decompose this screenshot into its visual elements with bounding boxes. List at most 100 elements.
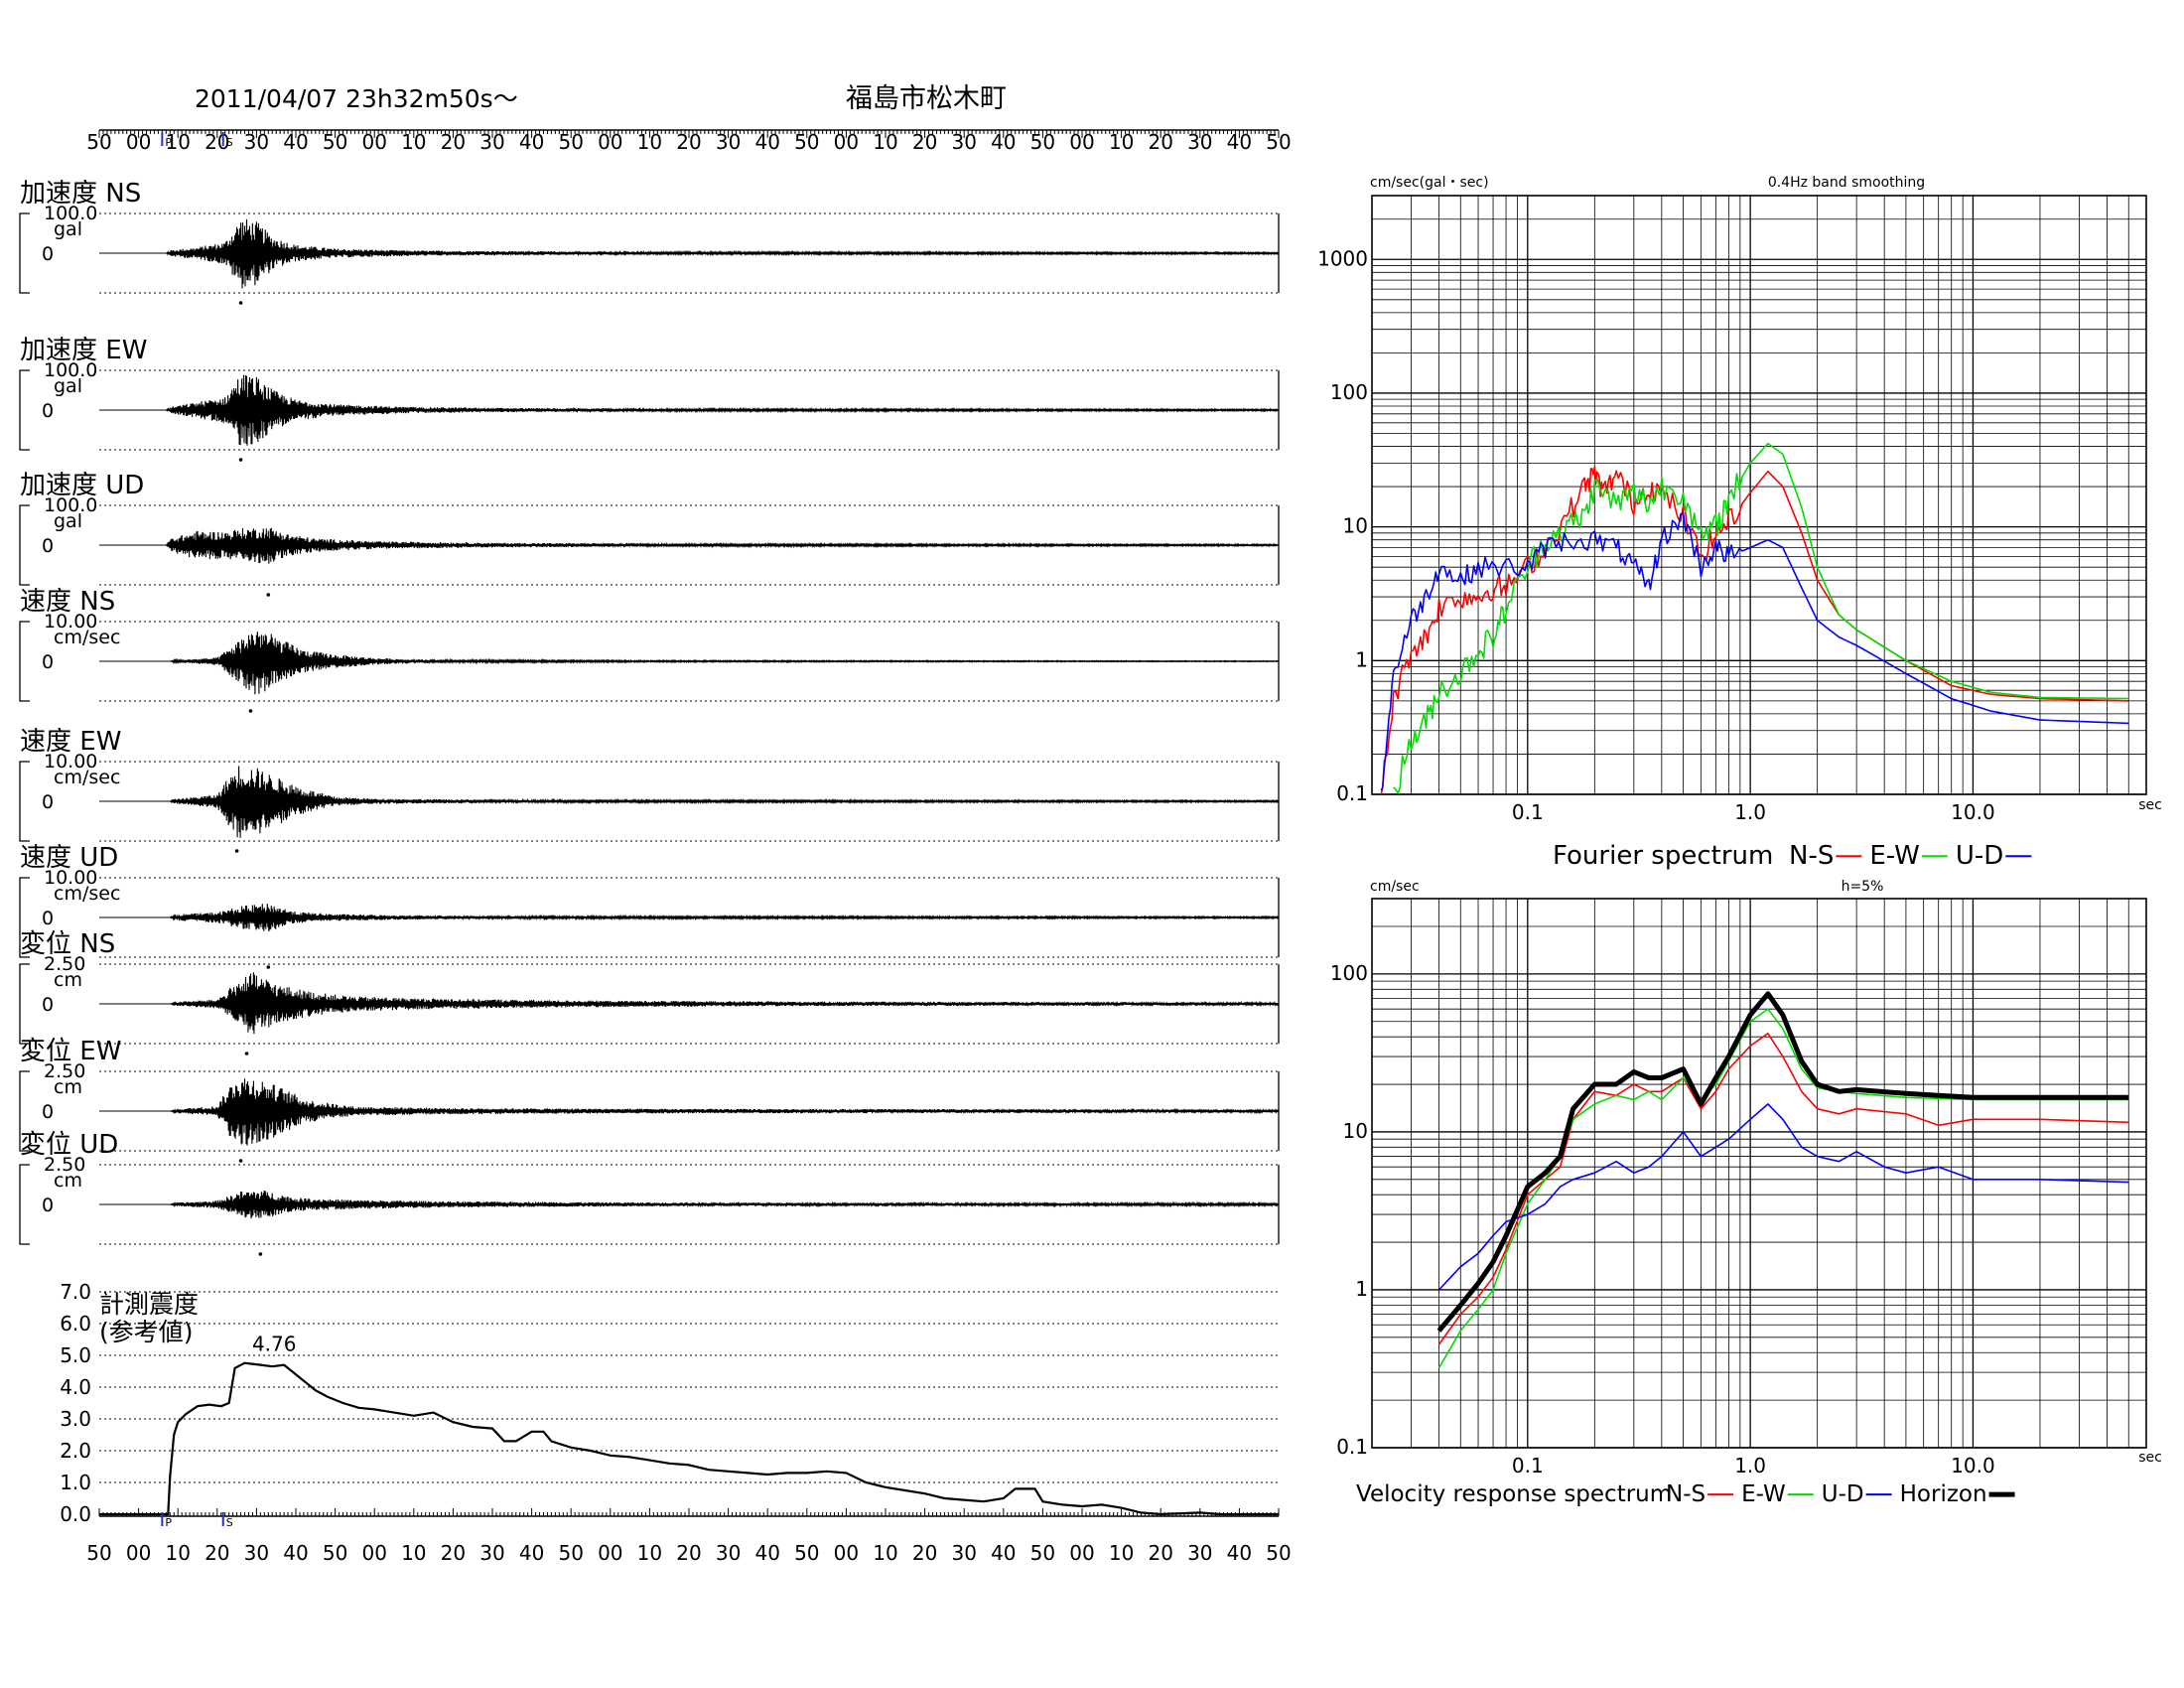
y-tick-label: 0.1 [1336, 1435, 1368, 1459]
axis-tick-label: 20 [205, 1541, 229, 1565]
velocity-legend: Velocity response spectrum N-S E-W U-D Hori… [1356, 1481, 2015, 1507]
scale-bracket [19, 761, 30, 842]
legend-label: E-W [1741, 1481, 1786, 1507]
trace-label: 加速度 UD [20, 471, 144, 500]
velocity-title: Velocity response spectrum [1356, 1481, 1672, 1507]
axis-tick-label: 00 [598, 130, 622, 154]
peak-marker [238, 1159, 243, 1163]
axis-tick-label: 40 [283, 1541, 308, 1565]
legend-label: Horizon [1900, 1481, 1987, 1507]
axis-tick-label: 30 [716, 1541, 741, 1565]
fourier-xlabel: sec [2138, 797, 2162, 813]
intensity-tick-label: 1.0 [60, 1471, 91, 1494]
y-tick-label: 1 [1355, 1277, 1368, 1301]
y-tick-label: 100 [1330, 380, 1368, 404]
velocity-ylabel: cm/sec [1370, 879, 1420, 895]
x-tick-label: 0.1 [1512, 1454, 1544, 1477]
axis-tick-label: 10 [873, 130, 897, 154]
axis-tick-label: 40 [283, 130, 308, 154]
y-tick-label: 1 [1355, 647, 1368, 671]
axis-tick-label: 10 [637, 1541, 662, 1565]
waveform-trace [99, 632, 1280, 695]
legend-label: N-S [1789, 841, 1834, 871]
axis-tick-label: 30 [1187, 130, 1212, 154]
intensity-tick-label: 2.0 [60, 1439, 91, 1463]
waveform-trace [99, 218, 1280, 289]
series-line-u-d [1380, 511, 2129, 791]
axis-tick-label: 40 [519, 1541, 544, 1565]
trace-zero: 0 [42, 243, 54, 265]
trace-unit: cm [54, 1170, 82, 1192]
axis-tick-label: 00 [834, 130, 859, 154]
trace-label: 変位 UD [20, 1130, 118, 1160]
trace-zero: 0 [42, 994, 54, 1016]
axis-tick-label: 30 [1187, 1541, 1212, 1565]
scale-bracket [19, 1070, 30, 1152]
trace-label: 速度 UD [20, 843, 118, 873]
x-tick-label: 10.0 [1951, 800, 1995, 824]
legend-label: E-W [1869, 841, 1919, 871]
axis-tick-label: 50 [1266, 1541, 1291, 1565]
scale-bracket [19, 504, 30, 586]
trace-scale-value: 100.0 [44, 359, 97, 381]
intensity-tick-label: 3.0 [60, 1407, 91, 1431]
axis-tick-label: 50 [323, 130, 347, 154]
intensity-tick-label: 6.0 [60, 1312, 91, 1336]
axis-tick-label: 00 [361, 130, 386, 154]
scale-bracket [19, 963, 30, 1045]
axis-tick-label: 40 [991, 130, 1016, 154]
axis-tick-label: 10 [1109, 1541, 1134, 1565]
axis-tick-label: 50 [1030, 130, 1055, 154]
series-line-u-d [1437, 1103, 2129, 1291]
x-tick-label: 10.0 [1951, 1454, 1995, 1477]
axis-tick-label: 40 [991, 1541, 1016, 1565]
trace-unit: cm/sec [54, 767, 120, 788]
axis-tick-label: 50 [1266, 130, 1291, 154]
trace-zero: 0 [42, 1101, 54, 1123]
velocity-xlabel: sec [2138, 1450, 2162, 1466]
series-line-horizon [1436, 991, 2129, 1333]
legend-label: U-D [1956, 841, 2003, 871]
fourier-ylabel: cm/sec(gal・sec) [1370, 175, 1489, 191]
y-tick-label: 100 [1330, 961, 1368, 985]
velocity-subtitle: h=5% [1842, 879, 1884, 895]
axis-tick-label: 50 [558, 1541, 583, 1565]
peak-marker [234, 849, 239, 853]
series-line-e-w [1393, 442, 2129, 794]
trace-label: 加速度 NS [20, 179, 141, 209]
axis-tick-label: 00 [834, 1541, 859, 1565]
x-tick-label: 1.0 [1734, 800, 1766, 824]
peak-marker [266, 965, 271, 969]
axis-tick-label: 20 [441, 130, 466, 154]
axis-tick-label: 40 [1227, 130, 1252, 154]
intensity-tick-label: 7.0 [60, 1280, 91, 1304]
trace-unit: gal [54, 510, 82, 532]
axis-tick-label: 10 [165, 1541, 190, 1565]
scale-bracket [19, 1164, 30, 1245]
waveform-trace [99, 1190, 1280, 1219]
time-axis-bottom: 50 00 10 20 30 40 50 00 10 20 30 40 50 00 10 20 30 40 50 00… [86, 1508, 1292, 1565]
axis-tick-label: 10 [401, 1541, 426, 1565]
time-axis-top: 50 00 10 20 30 40 50 00 10 20 30 40 50 00 10 20 30 40 50 00… [86, 129, 1292, 154]
waveform-trace [99, 972, 1280, 1035]
axis-tick-label: 40 [1227, 1541, 1252, 1565]
y-tick-label: 10 [1343, 1119, 1368, 1143]
axis-tick-label: 10 [873, 1541, 897, 1565]
trace-zero: 0 [42, 400, 54, 422]
axis-tick-label: 10 [165, 130, 190, 154]
axis-tick-label: 30 [951, 1541, 976, 1565]
waveform-trace [99, 527, 1280, 564]
axis-tick-label: 50 [323, 1541, 347, 1565]
velocity-response-chart: cm/sec h=5% sec 0.1 1.0 10.0 0.1 1 10 100 [1330, 879, 2162, 1477]
legend-label: U-D [1822, 1481, 1864, 1507]
p-wave-marker-label: P [165, 136, 172, 149]
fourier-legend: Fourier spectrum N-S E-W U-D [1553, 841, 2032, 871]
fourier-subtitle: 0.4Hz band smoothing [1768, 175, 1925, 191]
peak-marker [238, 301, 243, 305]
